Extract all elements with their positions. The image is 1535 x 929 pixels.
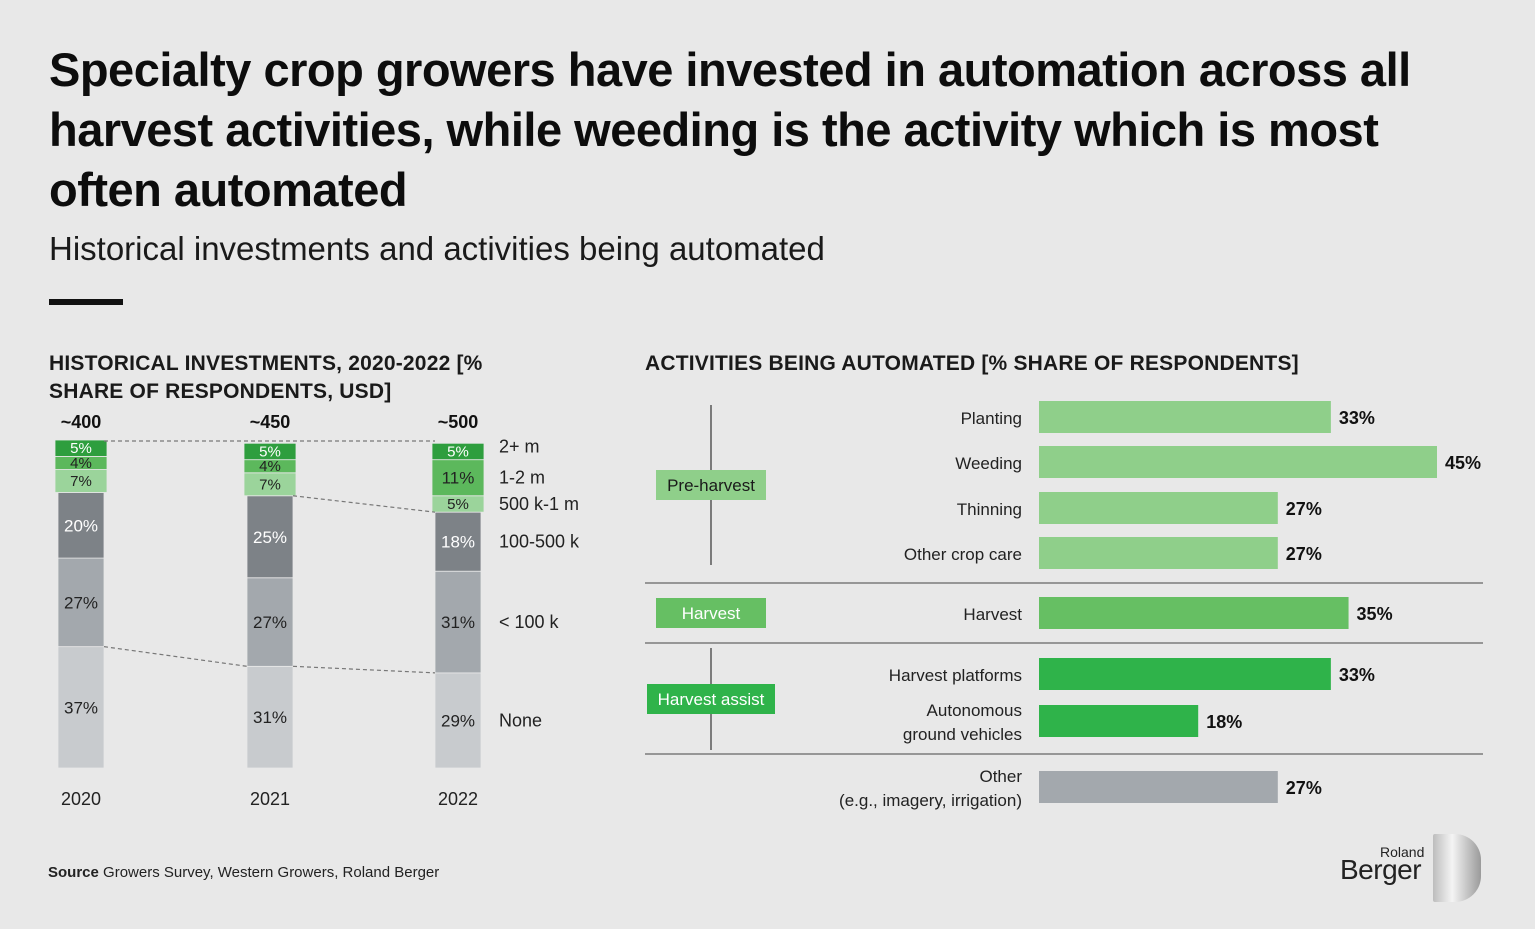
stacked-bar-segment: [57, 646, 105, 769]
source-note: Source Growers Survey, Western Growers, …: [48, 864, 439, 881]
segment-value-label: 31%: [253, 708, 287, 727]
segment-value-label: 7%: [259, 476, 281, 493]
activity-category-label: Thinning: [957, 500, 1022, 519]
stacked-bar-segment: [434, 511, 482, 572]
activity-value-label: 33%: [1339, 665, 1375, 685]
connector-line: [292, 665, 436, 674]
page-title: Specialty crop growers have invested in …: [49, 43, 1411, 216]
segment-value-label: 20%: [64, 516, 98, 535]
activity-category-label: Other: [979, 767, 1022, 786]
segment-value-label: 29%: [441, 711, 475, 730]
logo-roland-text: Roland: [1380, 844, 1425, 860]
activity-category-label: Harvest: [963, 605, 1022, 624]
stacked-bar-segment: [243, 442, 297, 461]
group-tag: [656, 598, 766, 628]
activity-bar: [1039, 658, 1331, 690]
stacked-bar-segment: [431, 459, 485, 497]
brand-logo: Roland Berger: [1340, 832, 1490, 904]
group-tag-label: Harvest: [682, 604, 741, 623]
activity-value-label: 27%: [1286, 778, 1322, 798]
activity-bar: [1039, 401, 1331, 433]
legend-label: None: [499, 710, 542, 730]
automation-chart-heading: ACTIVITIES BEING AUTOMATED [% SHARE OF R…: [645, 352, 1299, 375]
group-tag: [647, 684, 775, 714]
activity-category-label: (e.g., imagery, irrigation): [839, 791, 1022, 810]
activity-bar: [1039, 492, 1278, 524]
activity-bar: [1039, 771, 1278, 803]
title-rule: [49, 299, 123, 305]
activity-value-label: 45%: [1445, 453, 1481, 473]
segment-value-label: 5%: [70, 440, 92, 457]
segment-value-label: 5%: [259, 443, 281, 460]
segment-value-label: 4%: [259, 458, 281, 475]
activity-value-label: 27%: [1286, 499, 1322, 519]
connector-line: [103, 646, 248, 667]
logo-berger-text: Berger: [1340, 854, 1422, 885]
legend-label: 1-2 m: [499, 468, 545, 488]
activity-bar: [1039, 446, 1437, 478]
legend-label: 500 k-1 m: [499, 494, 579, 514]
stacked-bar-segment: [57, 492, 105, 559]
stacked-bar-segment: [434, 570, 482, 674]
segment-value-label: 31%: [441, 613, 475, 632]
activity-bar: [1039, 705, 1199, 737]
x-tick-label: 2022: [438, 789, 478, 809]
investments-chart-heading: HISTORICAL INVESTMENTS, 2020-2022 [% SHA…: [49, 352, 483, 403]
segment-value-label: 27%: [64, 593, 98, 612]
stacked-bar-segment: [54, 439, 108, 457]
legend-label: < 100 k: [499, 612, 560, 632]
segment-value-label: 18%: [441, 533, 475, 552]
logo-b-mark: [1433, 834, 1481, 902]
x-tick-label: 2021: [250, 789, 290, 809]
group-tag-label: Pre-harvest: [667, 476, 755, 495]
segment-value-label: 7%: [70, 473, 92, 490]
activity-category-label: ground vehicles: [903, 725, 1022, 744]
legend-label: 100-500 k: [499, 532, 580, 552]
stacked-bar-segment: [246, 495, 294, 579]
page-subtitle: Historical investments and activities be…: [49, 230, 825, 267]
stacked-bar-segment: [246, 665, 294, 769]
activity-value-label: 27%: [1286, 544, 1322, 564]
legend-label: 2+ m: [499, 436, 540, 456]
column-total-label: ~450: [250, 412, 291, 432]
activity-value-label: 33%: [1339, 408, 1375, 428]
column-total-label: ~400: [61, 412, 102, 432]
group-tag: [656, 470, 766, 500]
activity-bar: [1039, 597, 1349, 629]
group-tag-label: Harvest assist: [658, 690, 765, 709]
activity-category-label: Other crop care: [904, 545, 1022, 564]
source-text: Growers Survey, Western Growers, Roland …: [103, 864, 440, 881]
segment-value-label: 27%: [253, 613, 287, 632]
stacked-bar-segment: [434, 672, 482, 769]
column-total-label: ~500: [438, 412, 479, 432]
segment-value-label: 5%: [447, 443, 469, 460]
stacked-bar-segment: [246, 577, 294, 667]
activity-value-label: 35%: [1357, 604, 1393, 624]
stacked-bar-segment: [431, 442, 485, 461]
activity-category-label: Harvest platforms: [889, 666, 1022, 685]
activity-value-label: 18%: [1206, 712, 1242, 732]
source-label: Source: [48, 864, 99, 881]
activity-category-label: Autonomous: [927, 701, 1022, 720]
activity-bar: [1039, 537, 1278, 569]
segment-value-label: 25%: [253, 528, 287, 547]
segment-value-label: 11%: [442, 469, 475, 488]
segment-value-label: 37%: [64, 698, 98, 717]
stacked-bar-segment: [57, 557, 105, 648]
x-tick-label: 2020: [61, 789, 101, 809]
segment-value-label: 4%: [70, 455, 92, 472]
activity-category-label: Weeding: [955, 454, 1022, 473]
segment-value-label: 5%: [447, 496, 469, 513]
activity-category-label: Planting: [961, 409, 1022, 428]
connector-line: [292, 495, 436, 513]
